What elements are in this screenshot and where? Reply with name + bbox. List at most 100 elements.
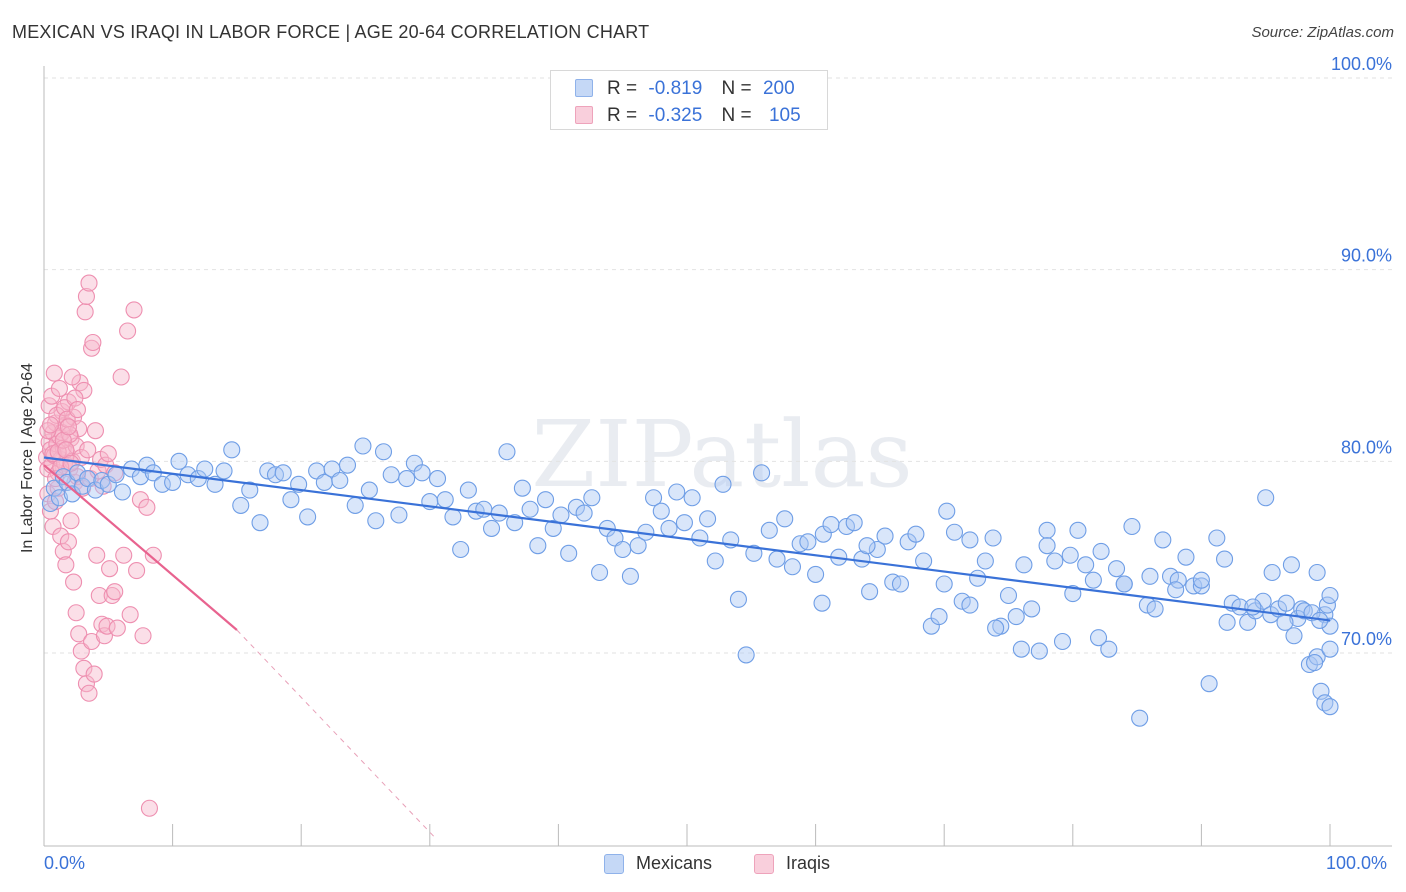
mexican-point (1038, 521, 1056, 539)
iraqi-point (95, 627, 113, 645)
mexican-point (813, 594, 831, 612)
mexican-point (1282, 556, 1300, 574)
mexican-point (1277, 594, 1295, 612)
mexican-point (153, 475, 171, 493)
iraqi-point (76, 303, 94, 321)
mexican-point (1192, 577, 1210, 595)
mexican-point (1046, 552, 1064, 570)
mexican-point (1089, 629, 1108, 647)
mexican-point (459, 481, 477, 499)
mexican-point (164, 473, 182, 491)
mexican-point (652, 502, 670, 520)
mexican-point (845, 514, 863, 532)
iraqi-point (85, 665, 103, 683)
mexican-point (1007, 608, 1025, 626)
mexican-point (614, 540, 632, 559)
mexican-point (1154, 531, 1172, 549)
mexican-point (513, 479, 531, 497)
y-tick-label: 80.0% (1341, 437, 1392, 457)
mexicans-label: Mexicans (636, 853, 713, 873)
iraqi-point (45, 364, 63, 382)
iraqi-point (79, 441, 97, 459)
iraqi-point (119, 322, 137, 340)
mexican-point (935, 575, 953, 593)
mexican-point (1030, 642, 1048, 660)
legend-swatch-pink (575, 106, 593, 124)
iraqis-trend-line (43, 464, 238, 631)
iraqi-point (70, 625, 88, 643)
mexican-point (945, 523, 964, 541)
mexican-point (1192, 571, 1210, 589)
mexican-point (331, 471, 349, 490)
mexican-point (299, 508, 317, 526)
legend-n-value: 200 (762, 78, 795, 99)
mexican-point (452, 540, 470, 559)
mexican-point (807, 565, 825, 583)
mexican-point (360, 481, 378, 499)
mexican-point (413, 464, 431, 482)
mexican-point (444, 508, 462, 526)
mexican-point (1107, 560, 1126, 578)
y-tick-label: 90.0% (1341, 246, 1392, 266)
mexican-point (490, 504, 508, 522)
iraqi-point (80, 684, 98, 702)
iraqi-point (59, 533, 77, 551)
mexican-point (868, 540, 886, 559)
mexican-point (706, 552, 724, 570)
iraqi-point (88, 546, 106, 564)
iraqi-point (86, 422, 104, 440)
mexican-point (354, 437, 372, 455)
mexican-point (1123, 517, 1141, 536)
mexican-point (645, 489, 663, 507)
iraqi-point (101, 560, 119, 578)
iraqi-point (106, 583, 124, 601)
mexican-point (223, 441, 241, 459)
mexican-point (50, 489, 68, 507)
iraqi-point (50, 379, 68, 398)
mexican-point (1276, 613, 1294, 631)
mexican-point (699, 510, 717, 528)
mexican-point (560, 544, 578, 562)
mexican-point (1077, 556, 1095, 574)
mexican-point (729, 590, 747, 608)
iraqi-point (121, 606, 139, 624)
mexican-point (241, 481, 259, 499)
legend-n-label: N = (721, 78, 752, 99)
mexican-point (1038, 537, 1056, 555)
mexican-point (1092, 542, 1110, 560)
mexican-point (367, 512, 385, 530)
iraqi-point (68, 401, 86, 419)
mexican-point (1146, 600, 1164, 618)
iraqis-swatch (754, 854, 774, 874)
mexican-point (338, 456, 357, 474)
iraqi-point (140, 799, 159, 817)
iraqi-point (67, 604, 85, 622)
mexican-point (1263, 563, 1281, 582)
mexican-point (987, 619, 1005, 637)
mexican-point (1308, 563, 1326, 582)
iraqi-point (59, 418, 77, 436)
mexican-point (1169, 571, 1187, 589)
mexican-point (544, 519, 562, 537)
mexican-point (1254, 592, 1272, 610)
iraqi-point (84, 333, 102, 352)
mexican-point (837, 517, 856, 536)
y-tick-label: 70.0% (1341, 629, 1392, 649)
mexican-point (961, 596, 979, 614)
iraqi-point (99, 445, 117, 463)
iraqi-point (41, 416, 59, 434)
iraqi-point (134, 627, 152, 645)
mexican-point (1200, 675, 1218, 693)
mexican-point (969, 569, 987, 587)
mexican-point (753, 464, 771, 482)
iraqi-point (138, 498, 156, 516)
mexican-point (1012, 640, 1030, 658)
iraqi-point (62, 512, 80, 530)
legend-swatch-blue (575, 79, 593, 97)
mexican-point (1015, 556, 1033, 574)
mexican-point (1064, 585, 1082, 603)
mexican-point (1218, 613, 1236, 631)
mexican-point (1257, 489, 1275, 507)
mexican-point (1069, 521, 1087, 539)
